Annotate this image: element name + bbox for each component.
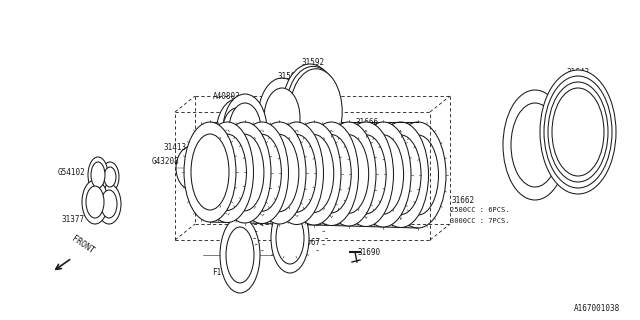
Ellipse shape: [290, 69, 342, 155]
Ellipse shape: [191, 134, 229, 210]
Text: 31667: 31667: [298, 238, 321, 247]
Ellipse shape: [101, 162, 119, 192]
Ellipse shape: [176, 146, 208, 190]
Ellipse shape: [321, 122, 376, 226]
Ellipse shape: [88, 157, 108, 193]
Ellipse shape: [304, 122, 358, 226]
Ellipse shape: [544, 76, 612, 188]
Ellipse shape: [243, 134, 282, 211]
Ellipse shape: [192, 154, 220, 190]
Text: 31377: 31377: [62, 215, 85, 224]
Text: 2500CC : 6PCS.: 2500CC : 6PCS.: [450, 207, 509, 213]
Ellipse shape: [208, 134, 246, 211]
Ellipse shape: [548, 82, 608, 182]
Ellipse shape: [380, 135, 421, 215]
Ellipse shape: [552, 88, 604, 176]
Text: 31413: 31413: [163, 143, 186, 152]
Ellipse shape: [356, 122, 411, 227]
Text: FRONT: FRONT: [70, 235, 96, 256]
Ellipse shape: [264, 88, 300, 148]
Text: D00817: D00817: [200, 126, 228, 135]
Text: 31662: 31662: [452, 196, 475, 205]
Ellipse shape: [373, 122, 429, 228]
Text: F10017: F10017: [212, 268, 240, 277]
Ellipse shape: [390, 122, 446, 228]
Ellipse shape: [346, 135, 386, 214]
Ellipse shape: [184, 150, 214, 190]
Text: 31591: 31591: [278, 72, 301, 81]
Ellipse shape: [225, 134, 264, 211]
Ellipse shape: [97, 184, 121, 224]
Ellipse shape: [540, 70, 616, 194]
Ellipse shape: [329, 135, 369, 213]
Ellipse shape: [220, 217, 260, 293]
Ellipse shape: [236, 122, 289, 223]
Ellipse shape: [270, 122, 323, 225]
Ellipse shape: [363, 135, 404, 214]
Ellipse shape: [226, 227, 254, 283]
Ellipse shape: [253, 122, 306, 224]
Text: A167001038: A167001038: [573, 304, 620, 313]
Ellipse shape: [511, 103, 559, 187]
Ellipse shape: [222, 108, 252, 160]
Ellipse shape: [260, 134, 299, 212]
Ellipse shape: [91, 162, 105, 188]
Ellipse shape: [277, 134, 316, 212]
Ellipse shape: [229, 103, 261, 157]
Ellipse shape: [294, 134, 333, 212]
Ellipse shape: [397, 135, 438, 215]
Ellipse shape: [339, 122, 394, 227]
Ellipse shape: [104, 167, 116, 187]
Ellipse shape: [216, 99, 258, 169]
Ellipse shape: [101, 190, 117, 218]
Ellipse shape: [258, 78, 306, 158]
Text: 31666: 31666: [355, 118, 378, 127]
Text: 31592: 31592: [302, 58, 325, 67]
Ellipse shape: [223, 94, 267, 166]
Ellipse shape: [86, 186, 104, 218]
Ellipse shape: [503, 90, 567, 200]
Text: A40803: A40803: [213, 92, 241, 101]
Text: 3000CC : 7PCS.: 3000CC : 7PCS.: [450, 218, 509, 224]
Ellipse shape: [312, 135, 351, 213]
Ellipse shape: [286, 67, 340, 156]
Ellipse shape: [201, 122, 253, 222]
Ellipse shape: [282, 64, 338, 156]
Ellipse shape: [218, 122, 271, 223]
Ellipse shape: [276, 212, 304, 264]
Ellipse shape: [271, 203, 309, 273]
Ellipse shape: [82, 180, 108, 224]
Text: 31668: 31668: [552, 148, 575, 157]
Text: G54102: G54102: [58, 168, 86, 177]
Ellipse shape: [184, 122, 236, 222]
Text: 31690: 31690: [358, 248, 381, 257]
Text: 31643: 31643: [566, 68, 589, 77]
Text: G43208: G43208: [152, 157, 180, 166]
Ellipse shape: [287, 122, 341, 225]
